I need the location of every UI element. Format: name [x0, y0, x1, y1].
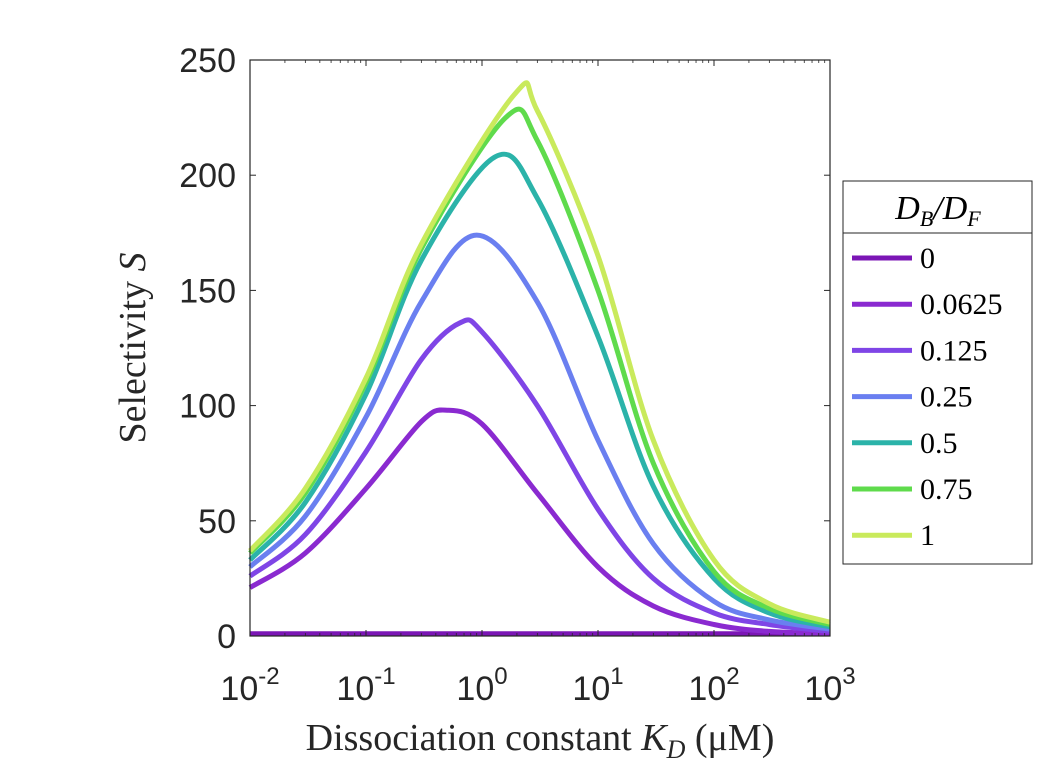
y-tick-label-2: 100	[179, 388, 236, 426]
legend: DB/DF 0 0.0625 0.125 0.25 0.5 0.75 1	[842, 180, 1033, 565]
x-tick-label-2: 100	[456, 663, 507, 708]
legend-label-0: 0	[920, 242, 935, 275]
y-tick-label-3: 150	[179, 272, 236, 310]
x-tick-label-4: 102	[688, 663, 739, 708]
x-tick-label-1: 10-1	[336, 663, 395, 708]
legend-items: 0 0.0625 0.125 0.25 0.5 0.75 1	[852, 242, 1003, 552]
x-axis-label: Dissociation constant KD (μM)	[306, 717, 775, 764]
series-layer	[248, 80, 831, 637]
y-tick-label-4: 200	[179, 157, 236, 195]
series-line-6	[248, 80, 831, 625]
y-tick-labels: 0 50 100 150 200 250	[179, 42, 236, 656]
legend-label-5: 0.75	[920, 473, 973, 506]
x-tick-labels: 10-2 10-1 100 101 102 103	[220, 663, 855, 708]
ticks-layer	[249, 59, 831, 637]
plot-frame	[249, 59, 831, 637]
series-line-5	[248, 106, 831, 627]
x-tick-label-0: 10-2	[220, 663, 279, 708]
legend-label-1: 0.0625	[920, 288, 1003, 321]
series-line-2	[248, 317, 831, 634]
x-tick-label-3: 101	[572, 663, 623, 708]
legend-label-4: 0.5	[920, 427, 958, 460]
x-tick-label-5: 103	[804, 663, 855, 708]
series-line-3	[248, 232, 831, 632]
legend-label-3: 0.25	[920, 381, 973, 414]
y-tick-label-1: 50	[198, 503, 236, 541]
legend-box	[842, 180, 1033, 565]
y-tick-label-0: 0	[217, 618, 236, 656]
y-tick-label-5: 250	[179, 42, 236, 80]
legend-label-2: 0.125	[920, 334, 988, 367]
legend-title: DB/DF	[894, 190, 981, 231]
series-line-4	[248, 151, 831, 630]
legend-label-6: 1	[920, 519, 935, 552]
series-line-1	[248, 407, 831, 637]
y-axis-label: Selectivity S	[112, 252, 154, 443]
